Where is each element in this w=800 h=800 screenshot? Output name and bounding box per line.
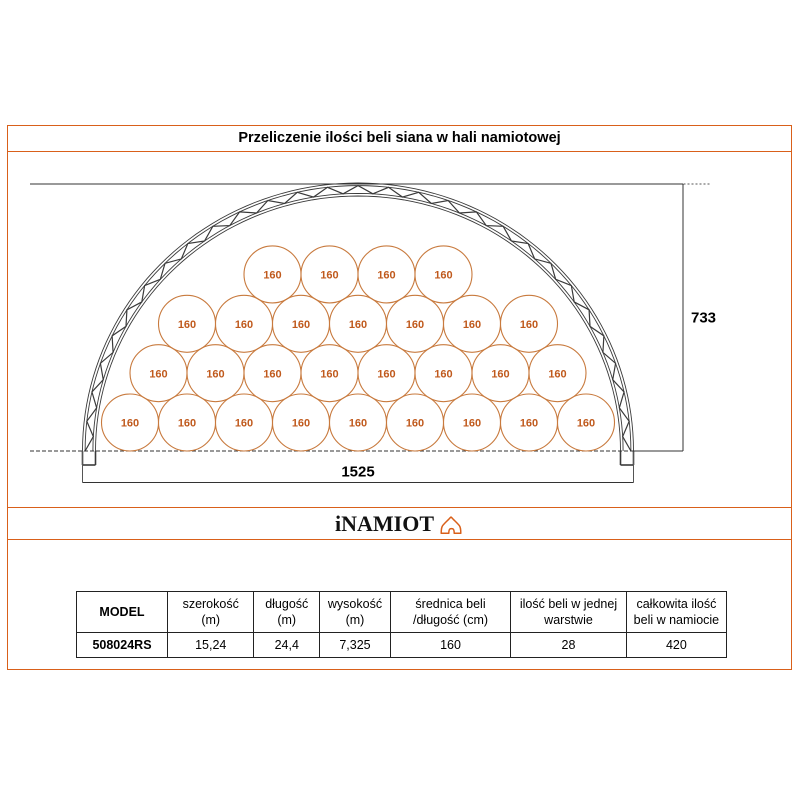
svg-text:160: 160: [406, 319, 424, 331]
svg-text:160: 160: [577, 418, 595, 430]
svg-text:160: 160: [235, 418, 253, 430]
svg-text:160: 160: [434, 368, 452, 380]
svg-text:160: 160: [320, 368, 338, 380]
svg-text:160: 160: [178, 418, 196, 430]
svg-text:160: 160: [520, 418, 538, 430]
svg-text:160: 160: [349, 418, 367, 430]
svg-text:160: 160: [463, 418, 481, 430]
svg-text:160: 160: [178, 319, 196, 331]
svg-text:160: 160: [406, 418, 424, 430]
svg-text:160: 160: [206, 368, 224, 380]
svg-text:1525: 1525: [341, 464, 374, 481]
svg-text:160: 160: [121, 418, 139, 430]
svg-text:160: 160: [349, 319, 367, 331]
svg-text:160: 160: [263, 270, 281, 282]
svg-text:160: 160: [235, 319, 253, 331]
svg-text:160: 160: [292, 418, 310, 430]
svg-text:160: 160: [491, 368, 509, 380]
svg-text:733: 733: [691, 310, 716, 327]
svg-text:160: 160: [292, 319, 310, 331]
svg-text:160: 160: [463, 319, 481, 331]
svg-text:160: 160: [434, 270, 452, 282]
svg-text:160: 160: [377, 368, 395, 380]
svg-text:160: 160: [149, 368, 167, 380]
svg-text:160: 160: [320, 270, 338, 282]
svg-text:160: 160: [548, 368, 566, 380]
svg-text:160: 160: [520, 319, 538, 331]
svg-text:160: 160: [263, 368, 281, 380]
svg-text:160: 160: [377, 270, 395, 282]
